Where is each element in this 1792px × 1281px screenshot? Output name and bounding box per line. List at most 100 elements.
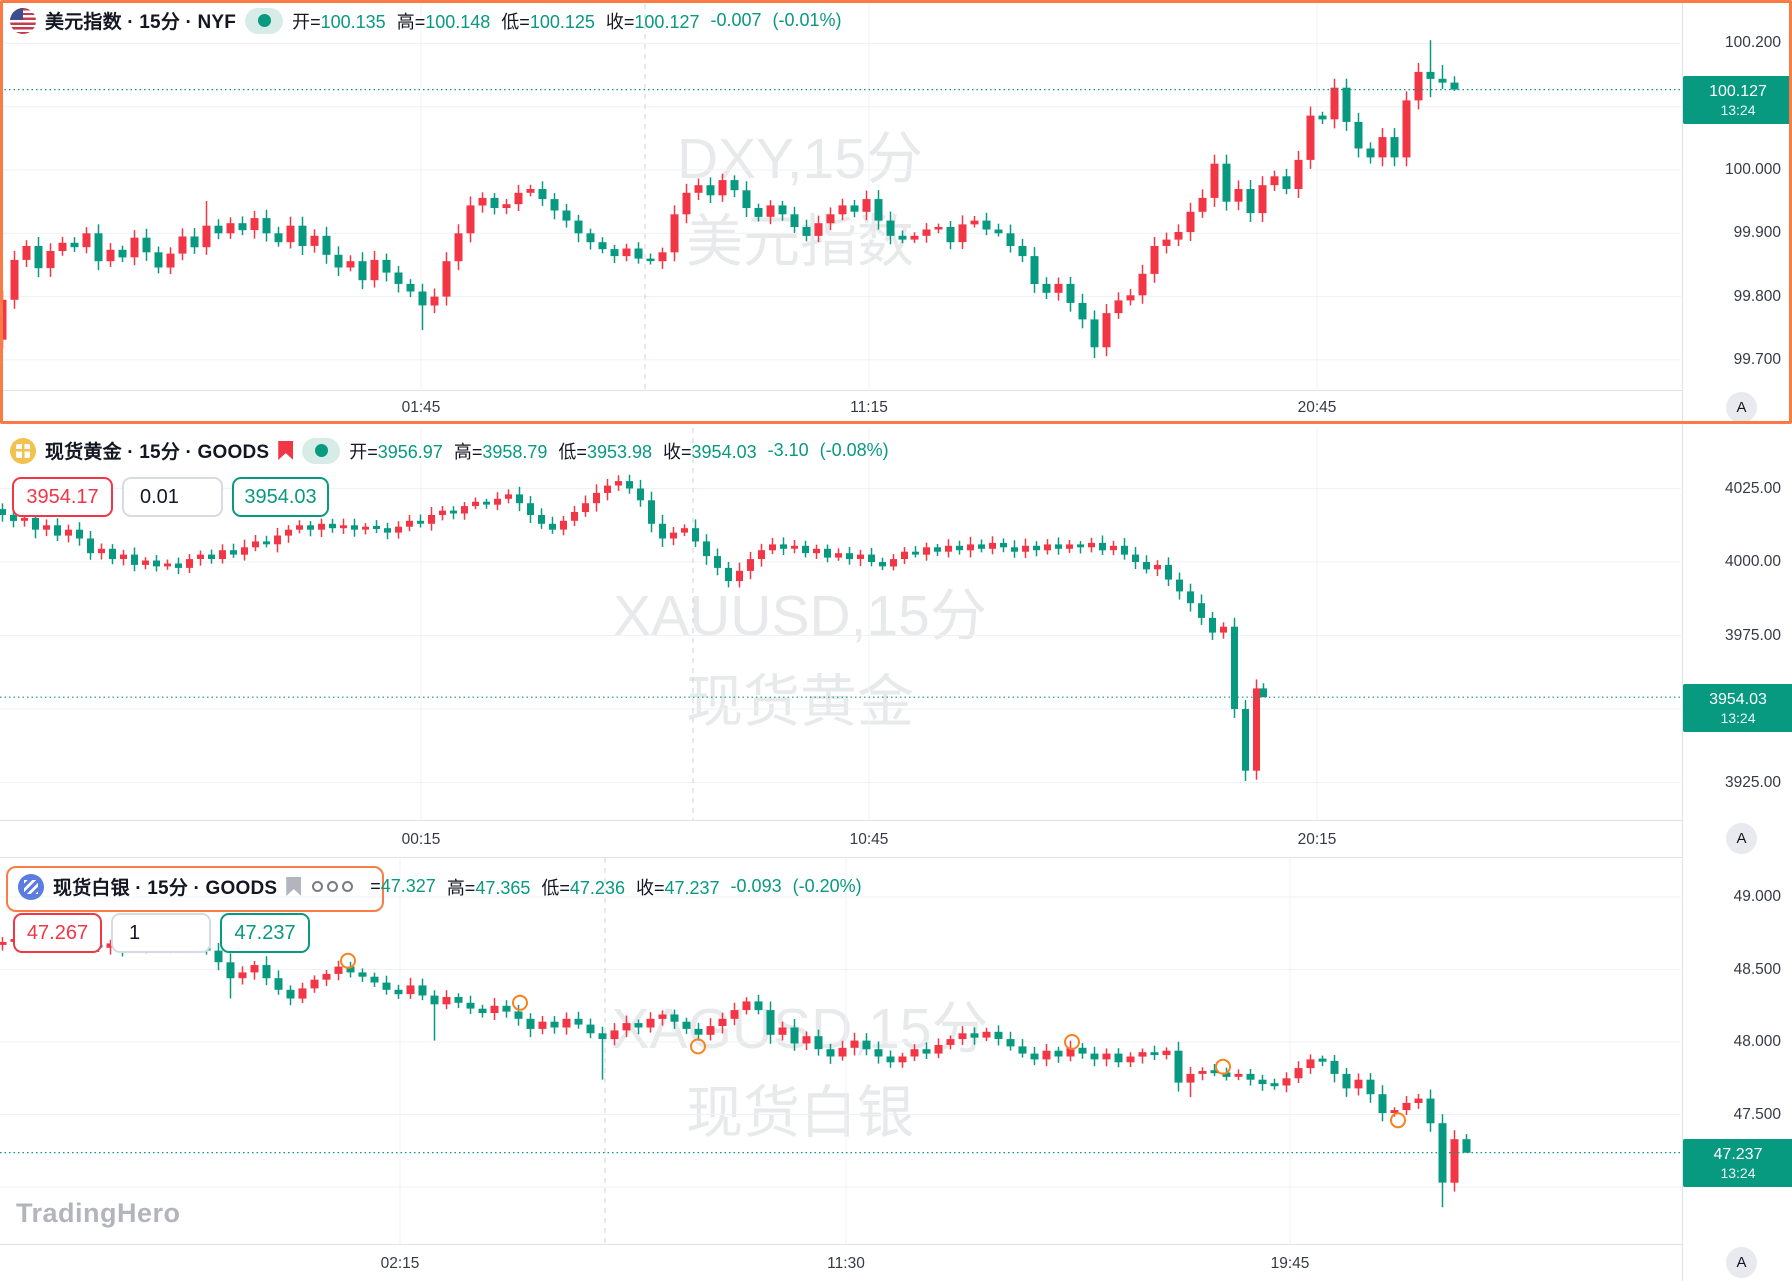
candle-body [1018,1046,1027,1054]
change-pct: (-0.01%) [772,10,842,30]
sell-price-button[interactable]: 47.267 [13,913,102,953]
pane3-auto-scale-button[interactable]: A [1726,1247,1757,1278]
candle-body [1066,283,1075,303]
candle-body [1426,1098,1435,1124]
watermark-xauusd-line2: 现货黄金 [686,670,914,734]
low-value: 100.125 [529,11,595,32]
candle-body [826,1049,835,1057]
pane1-auto-scale-button[interactable]: A [1726,392,1757,423]
pane1-time-axis[interactable]: 01:45 11:15 20:45 [0,390,1792,425]
candle-body [982,1031,991,1038]
candle-body [1354,121,1363,149]
candle-body [514,1011,523,1019]
candle-body [1198,197,1207,212]
change-value: -3.10 [767,440,809,460]
quantity-field[interactable]: 1 [111,913,211,953]
candle-body [142,237,151,253]
candle-body [1231,626,1238,709]
quantity-field[interactable]: 0.01 [122,477,223,517]
candle-body [0,942,7,945]
candle-body [65,529,72,536]
candle-body [857,554,864,559]
pane3-time-axis[interactable]: 02:15 11:30 19:45 [0,1244,1792,1281]
pane2-status-dot-pill[interactable] [302,437,341,464]
candle-body [516,494,523,504]
pane3-symbol-title[interactable]: 现货白银 · 15分 · GOODS [53,878,278,899]
candle-body [1234,1073,1243,1077]
candle-body [622,1023,631,1031]
sell-price-button[interactable]: 3954.17 [12,477,113,517]
red-flag-icon[interactable] [278,441,294,460]
high-label: 高= [453,441,483,462]
candle-body [109,548,116,560]
candle-body [989,542,996,549]
candle-body [1222,163,1231,202]
candle-body [190,236,199,248]
pane2-time-axis[interactable]: 00:15 10:45 20:15 [0,820,1792,858]
price-axis-label: 100.200 [1724,34,1781,52]
more-options-icon[interactable] [310,881,355,892]
candle-body [153,560,160,567]
candle-body [1138,1052,1147,1057]
buy-price-button[interactable]: 3954.03 [232,477,329,517]
price-axis-label: 3975.00 [1724,626,1781,644]
candlestick-chart-dxy[interactable] [0,4,1681,390]
candle-body [1450,1139,1459,1183]
candle-body [1114,300,1123,314]
candle-body [1187,591,1194,604]
candle-body [1033,545,1040,551]
pane2-symbol-title[interactable]: 现货黄金 · 15分 · GOODS [45,442,270,463]
candle-body [238,972,247,979]
close-value: 100.127 [634,11,700,32]
price-axis-label: 49.000 [1733,888,1781,905]
candlestick-chart-xagusd[interactable] [0,858,1681,1244]
candle-body [1258,185,1267,214]
candle-body [505,494,512,499]
candle-body [1342,87,1351,122]
candle-body [646,1018,655,1028]
candle-body [382,259,391,273]
candle-body [310,979,319,989]
candle-body [626,481,633,489]
time-axis-label: 11:15 [850,399,888,416]
candle-body [898,1056,907,1063]
pane2-auto-scale-button[interactable]: A [1726,823,1757,854]
candle-body [219,550,226,559]
candle-body [714,556,721,568]
candle-body [358,972,367,977]
signal-circle-marker [1064,1034,1080,1050]
buy-price-button[interactable]: 47.237 [220,913,310,953]
candle-body [1055,544,1062,549]
candle-body [742,1001,751,1011]
candle-body [1099,542,1106,551]
candle-body [934,227,943,230]
candle-body [298,988,307,999]
candle-body [910,1049,919,1057]
candle-body [263,541,270,545]
candle-body [1330,1060,1339,1074]
pane3-quote-boxes: 47.267 1 47.237 [13,913,310,953]
candle-body [538,515,545,524]
price-axis[interactable]: 100.127 13:24 3954.03 13:24 47.237 13:24 10… [1682,0,1792,1281]
candle-body [758,550,765,559]
candle-body [1006,1039,1015,1047]
candle-body [970,1033,979,1038]
candle-body [58,242,67,251]
candle-body [1121,545,1128,555]
time-axis-label: 00:15 [401,830,441,848]
candle-body [659,523,666,539]
pane1-status-dot-pill[interactable] [245,7,284,34]
candle-body [318,523,325,530]
candle-body [286,225,295,243]
price-axis-label: 3925.00 [1724,773,1781,791]
candle-body [406,520,413,527]
gray-flag-icon[interactable] [286,877,302,896]
candle-body [850,205,859,212]
pane1-symbol-title[interactable]: 美元指数 · 15分 · NYF [45,12,237,33]
candle-body [1022,545,1029,552]
candlestick-chart-xauusd[interactable] [0,428,1681,820]
candle-body [1378,137,1387,158]
candle-body [1165,564,1172,580]
candle-body [87,538,94,554]
candle-body [1210,163,1219,198]
